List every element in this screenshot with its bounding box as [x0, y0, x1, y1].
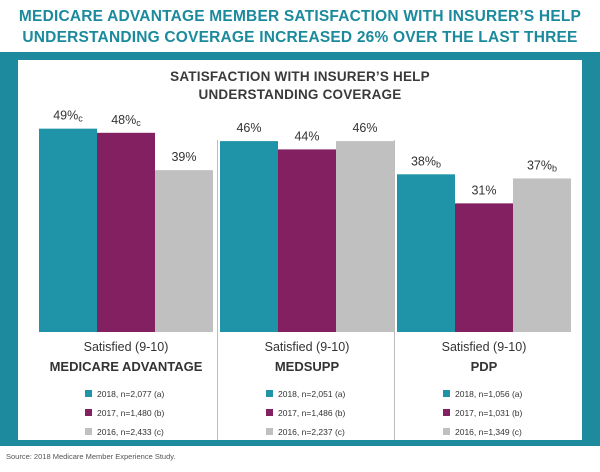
headline-line-1: MEDICARE ADVANTAGE MEMBER SATISFACTION W…	[18, 8, 582, 25]
data-label: 49%c	[53, 109, 83, 124]
legend-swatch	[266, 409, 273, 416]
significance-marker: b	[436, 159, 441, 169]
bar-2016	[336, 141, 394, 332]
chart-title-line-1: SATISFACTION WITH INSURER’S HELP	[170, 69, 430, 84]
chart-title: SATISFACTION WITH INSURER’S HELP UNDERST…	[0, 68, 600, 104]
data-label: 31%	[471, 183, 496, 197]
significance-marker: c	[78, 114, 83, 124]
source-note: Source: 2018 Medicare Member Experience …	[6, 452, 176, 461]
legend-swatch	[443, 428, 450, 435]
legend-label: 2016, n=1,349 (c)	[455, 427, 522, 437]
chart-title-line-2: UNDERSTANDING COVERAGE	[198, 87, 402, 102]
bar-2016	[513, 178, 571, 332]
group-label: MEDSUPP	[275, 359, 340, 374]
legend-swatch	[85, 409, 92, 416]
legend-swatch	[266, 428, 273, 435]
data-label: 37%b	[527, 158, 557, 173]
data-label: 46%	[236, 121, 261, 135]
bar-2017	[278, 149, 336, 332]
legend-swatch	[266, 390, 273, 397]
significance-marker: c	[136, 118, 141, 128]
bar-2017	[97, 132, 155, 332]
legend-label: 2018, n=1,056 (a)	[455, 389, 523, 399]
bar-2018	[397, 174, 455, 332]
legend-label: 2016, n=2,433 (c)	[97, 427, 164, 437]
legend-swatch	[443, 390, 450, 397]
legend-swatch	[85, 390, 92, 397]
group-label: PDP	[471, 359, 498, 374]
legend-label: 2018, n=2,077 (a)	[97, 389, 165, 399]
legend-label: 2018, n=2,051 (a)	[278, 389, 346, 399]
category-label: Satisfied (9-10)	[84, 340, 169, 354]
legend-label: 2017, n=1,486 (b)	[278, 408, 346, 418]
bar-2017	[455, 203, 513, 332]
category-label: Satisfied (9-10)	[265, 340, 350, 354]
bar-2018	[39, 128, 97, 332]
legend-label: 2016, n=2,237 (c)	[278, 427, 345, 437]
legend-label: 2017, n=1,031 (b)	[455, 408, 523, 418]
bar-2016	[155, 170, 213, 332]
group-label: MEDICARE ADVANTAGE	[50, 359, 203, 374]
bar-2018	[220, 141, 278, 332]
data-label: 44%	[294, 129, 319, 143]
data-label: 48%c	[111, 113, 141, 128]
significance-marker: b	[552, 163, 557, 173]
data-label: 46%	[352, 121, 377, 135]
legend-label: 2017, n=1,480 (b)	[97, 408, 165, 418]
data-label: 38%b	[411, 154, 441, 169]
legend-swatch	[85, 428, 92, 435]
category-label: Satisfied (9-10)	[442, 340, 527, 354]
data-label: 39%	[171, 150, 196, 164]
legend-swatch	[443, 409, 450, 416]
